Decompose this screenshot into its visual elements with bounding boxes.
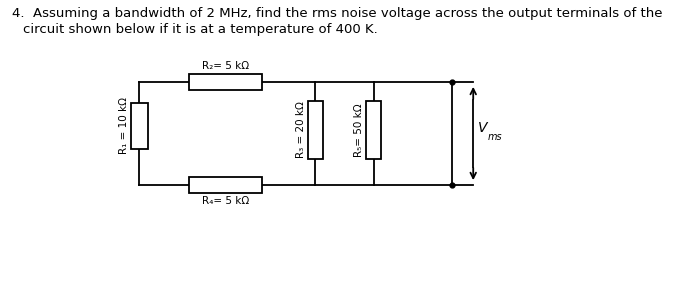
Text: R₄= 5 kΩ: R₄= 5 kΩ bbox=[202, 196, 249, 206]
Text: circuit shown below if it is at a temperature of 400 K.: circuit shown below if it is at a temper… bbox=[23, 23, 378, 36]
Text: R₃ = 20 kΩ: R₃ = 20 kΩ bbox=[295, 102, 305, 158]
Text: 4.  Assuming a bandwidth of 2 MHz, find the rms noise voltage across the output : 4. Assuming a bandwidth of 2 MHz, find t… bbox=[12, 7, 662, 20]
Text: R₁ = 10 kΩ: R₁ = 10 kΩ bbox=[119, 97, 129, 154]
Text: V: V bbox=[478, 121, 488, 135]
Text: R₂= 5 kΩ: R₂= 5 kΩ bbox=[202, 61, 249, 71]
Text: R₅= 50 kΩ: R₅= 50 kΩ bbox=[354, 103, 363, 157]
Text: ms: ms bbox=[487, 132, 502, 141]
Bar bbox=[308, 101, 323, 159]
Bar bbox=[189, 177, 262, 193]
Bar bbox=[189, 74, 262, 90]
Bar bbox=[366, 101, 381, 159]
Bar bbox=[131, 103, 148, 149]
